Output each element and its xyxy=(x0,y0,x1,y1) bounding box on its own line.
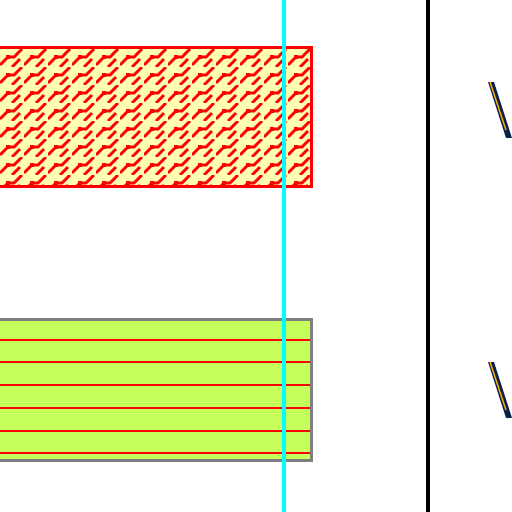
glyph-v-top xyxy=(486,78,512,142)
cursor-guide-line[interactable] xyxy=(282,0,286,512)
glyph-v-bottom xyxy=(486,358,512,422)
pattern-swatch-hatched[interactable] xyxy=(0,46,313,188)
pattern-swatch-lined[interactable] xyxy=(0,318,313,462)
pattern-line xyxy=(0,384,310,386)
pattern-line xyxy=(0,361,310,363)
pattern-line xyxy=(0,339,310,341)
pattern-line xyxy=(0,407,310,409)
panel-divider[interactable] xyxy=(426,0,430,512)
hatch-pattern-graphic xyxy=(0,49,310,185)
pattern-line xyxy=(0,430,310,432)
pattern-line xyxy=(0,452,310,454)
